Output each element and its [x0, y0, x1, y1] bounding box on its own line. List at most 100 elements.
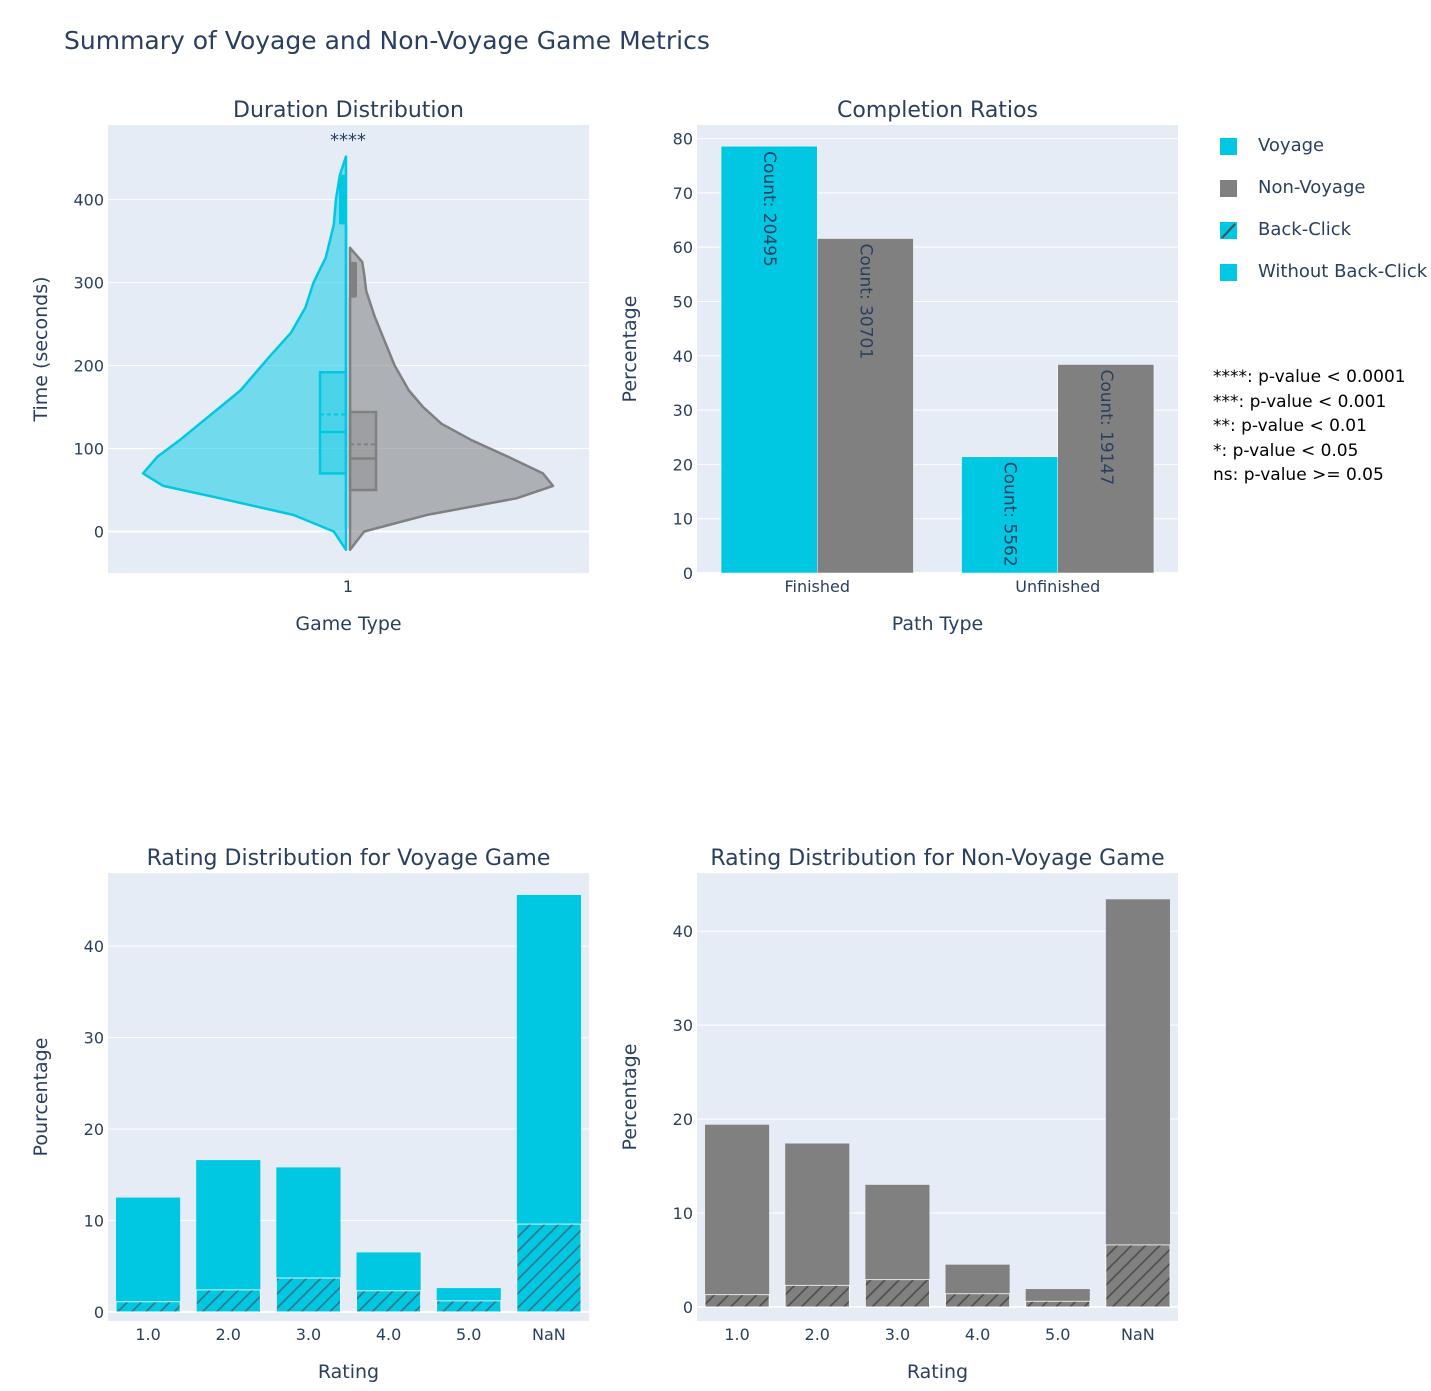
- y-tick-label: 30: [673, 401, 693, 420]
- x-tick-label: Finished: [784, 577, 850, 596]
- y-tick-label: 10: [673, 1204, 693, 1223]
- plot-background: [108, 873, 589, 1321]
- violin-box: [348, 410, 378, 492]
- legend-label: Voyage: [1258, 135, 1325, 156]
- y-tick-label: 0: [683, 564, 693, 583]
- bar-back-click: [945, 1293, 1011, 1308]
- y-tick-label: 20: [673, 455, 693, 474]
- duration-chart: 0 100 200 300 400 1 Duration Distribution Game …: [30, 98, 589, 635]
- bar-data-label: Count: 19147: [1096, 369, 1116, 485]
- significance-note: *: p-value < 0.05: [1213, 440, 1359, 461]
- x-tick-label: 4.0: [965, 1325, 990, 1344]
- subplot-title: Duration Distribution: [233, 98, 464, 123]
- y-tick-label: 0: [683, 1298, 693, 1317]
- y-tick-label: 20: [84, 1120, 104, 1139]
- y-tick-label: 50: [673, 292, 693, 311]
- bar-without-back-click: [785, 1143, 850, 1307]
- bar-data-label: Count: 30701: [855, 243, 875, 359]
- voyage-rating-chart: 0 10 20 30 40 1.0 2.0 3.0 4.0 5.0 NaN Rating Distri…: [30, 846, 589, 1383]
- bar-data-label: Count: 5562: [1000, 462, 1020, 567]
- bar-back-click: [356, 1290, 422, 1313]
- plot-background: [697, 873, 1178, 1321]
- x-tick-label: NaN: [1121, 1325, 1155, 1344]
- y-tick-label: 10: [84, 1211, 104, 1230]
- bar-back-click: [516, 1223, 582, 1313]
- significance-note: **: p-value < 0.01: [1213, 416, 1367, 436]
- bar-back-click: [115, 1301, 181, 1313]
- significance-annotation: ****: [330, 130, 366, 151]
- x-tick-label: 2.0: [216, 1325, 241, 1344]
- legend-swatch-back-click: [1220, 222, 1237, 239]
- bar-back-click: [275, 1277, 341, 1313]
- bar-back-click: [1025, 1300, 1091, 1308]
- completion-chart: 0 10 20 30 40 50 60 70 80 Finished Unfinished Compl…: [619, 98, 1178, 635]
- legend-label: Without Back-Click: [1258, 261, 1428, 282]
- legend-swatch-non-voyage: [1220, 180, 1237, 197]
- significance-note: ****: p-value < 0.0001: [1213, 367, 1406, 387]
- legend-label: Non-Voyage: [1258, 177, 1366, 198]
- subplot-title: Rating Distribution for Non-Voyage Game: [710, 846, 1164, 871]
- y-tick-label: 40: [84, 937, 104, 956]
- x-tick-label: 3.0: [885, 1325, 910, 1344]
- y-axis-title: Time (seconds): [30, 276, 52, 422]
- bar-back-click: [1105, 1244, 1171, 1308]
- bar-back-click: [864, 1279, 930, 1308]
- x-axis-title: Path Type: [892, 613, 983, 635]
- violin-box: [318, 370, 348, 475]
- page-title: Summary of Voyage and Non-Voyage Game Me…: [64, 26, 710, 55]
- y-tick-label: 80: [673, 130, 693, 149]
- y-tick-label: 0: [94, 523, 104, 542]
- y-tick-label: 40: [673, 347, 693, 366]
- violin-non-voyage: [348, 246, 555, 552]
- x-axis-title: Rating: [907, 1361, 968, 1383]
- x-tick-label: NaN: [532, 1325, 566, 1344]
- non-voyage-rating-chart: 0 10 20 30 40 1.0 2.0 3.0 4.0 5.0 NaN Rating Distri…: [619, 846, 1178, 1383]
- y-tick-label: 10: [673, 510, 693, 529]
- y-tick-label: 0: [94, 1303, 104, 1322]
- y-tick-label: 60: [673, 238, 693, 257]
- y-tick-label: 20: [673, 1110, 693, 1129]
- bar-back-click: [704, 1294, 770, 1308]
- bar-non-voyage: [1057, 364, 1155, 574]
- subplot-title: Completion Ratios: [837, 98, 1038, 123]
- subplot-title: Rating Distribution for Voyage Game: [147, 846, 551, 871]
- bar-without-back-click: [705, 1124, 770, 1307]
- x-tick-label: 5.0: [1045, 1325, 1070, 1344]
- y-axis-title: Percentage: [619, 296, 641, 403]
- y-axis-title: Percentage: [619, 1044, 641, 1151]
- x-tick-label: Unfinished: [1015, 577, 1100, 596]
- bar-non-voyage: [817, 238, 914, 574]
- y-axis-title: Pourcentage: [30, 1038, 52, 1157]
- x-axis-title: Rating: [318, 1361, 379, 1383]
- significance-note: ***: p-value < 0.001: [1213, 391, 1387, 412]
- bar-without-back-click: [196, 1160, 261, 1312]
- bar-voyage: [720, 145, 818, 574]
- x-tick-label: 1: [343, 577, 353, 596]
- bar-without-back-click: [1105, 899, 1170, 1307]
- y-tick-label: 300: [73, 274, 104, 293]
- violin-outlier-band: [339, 174, 346, 225]
- y-tick-label: 30: [84, 1029, 104, 1048]
- x-tick-label: 2.0: [805, 1325, 830, 1344]
- x-axis-title: Game Type: [295, 613, 401, 635]
- significance-note: ns: p-value >= 0.05: [1213, 465, 1384, 485]
- legend-swatch-voyage: [1220, 138, 1237, 155]
- bar-back-click: [436, 1300, 502, 1313]
- x-tick-label: 5.0: [456, 1325, 481, 1344]
- y-tick-label: 40: [673, 922, 693, 941]
- bar-data-label: Count: 20495: [759, 151, 779, 267]
- violin-voyage: [141, 155, 348, 552]
- x-tick-label: 1.0: [724, 1325, 749, 1344]
- bar-without-back-click: [116, 1197, 181, 1312]
- bar-voyage: [961, 456, 1058, 574]
- bar-back-click: [195, 1289, 261, 1313]
- x-tick-label: 3.0: [296, 1325, 321, 1344]
- y-tick-label: 100: [73, 440, 104, 459]
- plot-background: [108, 125, 589, 573]
- y-tick-label: 400: [73, 191, 104, 210]
- x-tick-label: 4.0: [376, 1325, 401, 1344]
- x-tick-label: 1.0: [135, 1325, 160, 1344]
- bar-back-click: [784, 1284, 850, 1308]
- legend-label: Back-Click: [1258, 219, 1352, 240]
